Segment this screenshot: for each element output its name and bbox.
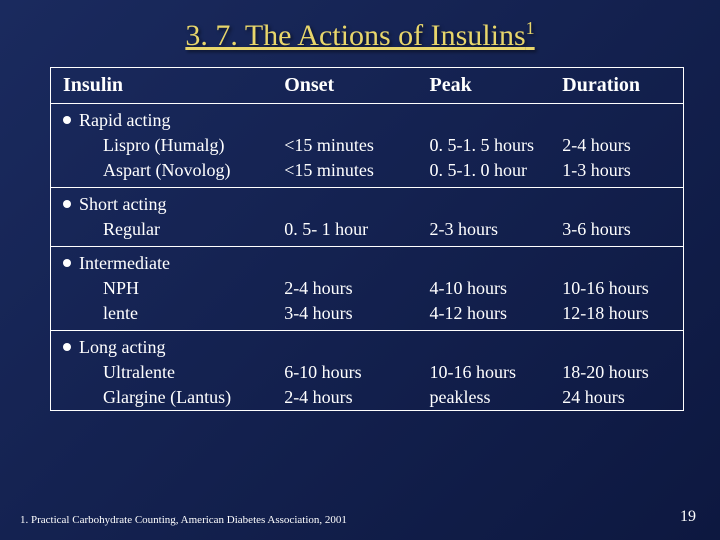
cell-name: lente xyxy=(51,301,272,331)
cell-onset: <15 minutes xyxy=(272,158,417,188)
title-superscript: 1 xyxy=(526,18,535,38)
bullet-icon xyxy=(63,259,71,267)
cell-onset: <15 minutes xyxy=(272,133,417,158)
cell-duration: 2-4 hours xyxy=(550,133,683,158)
cell-duration: 1-3 hours xyxy=(550,158,683,188)
group-label: Long acting xyxy=(51,331,683,361)
cell-duration: 3-6 hours xyxy=(550,217,683,247)
table-row: lente3-4 hours4-12 hours12-18 hours xyxy=(51,301,683,331)
cell-peak: 10-16 hours xyxy=(418,360,551,385)
bullet-icon xyxy=(63,116,71,124)
title-text: 3. 7. The Actions of Insulins xyxy=(185,19,525,52)
table-row: Lispro (Humalg)<15 minutes0. 5-1. 5 hour… xyxy=(51,133,683,158)
bullet-icon xyxy=(63,200,71,208)
insulin-table: Insulin Onset Peak Duration Rapid acting… xyxy=(51,68,683,410)
page-number: 19 xyxy=(680,508,696,526)
cell-onset: 0. 5- 1 hour xyxy=(272,217,417,247)
group-label: Short acting xyxy=(51,188,683,218)
cell-duration: 12-18 hours xyxy=(550,301,683,331)
footnote: 1. Practical Carbohydrate Counting, Amer… xyxy=(20,514,347,526)
cell-duration: 10-16 hours xyxy=(550,276,683,301)
cell-peak: 4-12 hours xyxy=(418,301,551,331)
table-header-row: Insulin Onset Peak Duration xyxy=(51,68,683,104)
group-row: Long acting xyxy=(51,331,683,361)
table-row: Glargine (Lantus)2-4 hourspeakless24 hou… xyxy=(51,385,683,410)
cell-onset: 2-4 hours xyxy=(272,276,417,301)
table-row: Aspart (Novolog)<15 minutes0. 5-1. 0 hou… xyxy=(51,158,683,188)
cell-name: Glargine (Lantus) xyxy=(51,385,272,410)
col-peak: Peak xyxy=(418,68,551,104)
group-label: Rapid acting xyxy=(51,104,683,134)
group-row: Short acting xyxy=(51,188,683,218)
cell-name: Lispro (Humalg) xyxy=(51,133,272,158)
cell-peak: 4-10 hours xyxy=(418,276,551,301)
cell-onset: 2-4 hours xyxy=(272,385,417,410)
group-row: Rapid acting xyxy=(51,104,683,134)
table-body: Rapid actingLispro (Humalg)<15 minutes0.… xyxy=(51,104,683,411)
cell-duration: 18-20 hours xyxy=(550,360,683,385)
table-row: Regular0. 5- 1 hour2-3 hours3-6 hours xyxy=(51,217,683,247)
slide-title: 3. 7. The Actions of Insulins1 xyxy=(0,0,720,67)
cell-name: NPH xyxy=(51,276,272,301)
cell-peak: peakless xyxy=(418,385,551,410)
table-row: Ultralente6-10 hours10-16 hours18-20 hou… xyxy=(51,360,683,385)
cell-peak: 0. 5-1. 5 hours xyxy=(418,133,551,158)
group-row: Intermediate xyxy=(51,247,683,277)
cell-name: Aspart (Novolog) xyxy=(51,158,272,188)
cell-peak: 0. 5-1. 0 hour xyxy=(418,158,551,188)
cell-duration: 24 hours xyxy=(550,385,683,410)
table-row: NPH2-4 hours4-10 hours10-16 hours xyxy=(51,276,683,301)
bullet-icon xyxy=(63,343,71,351)
group-label: Intermediate xyxy=(51,247,683,277)
cell-name: Regular xyxy=(51,217,272,247)
col-onset: Onset xyxy=(272,68,417,104)
cell-peak: 2-3 hours xyxy=(418,217,551,247)
cell-name: Ultralente xyxy=(51,360,272,385)
col-insulin: Insulin xyxy=(51,68,272,104)
insulin-table-container: Insulin Onset Peak Duration Rapid acting… xyxy=(50,67,684,411)
cell-onset: 3-4 hours xyxy=(272,301,417,331)
col-duration: Duration xyxy=(550,68,683,104)
cell-onset: 6-10 hours xyxy=(272,360,417,385)
